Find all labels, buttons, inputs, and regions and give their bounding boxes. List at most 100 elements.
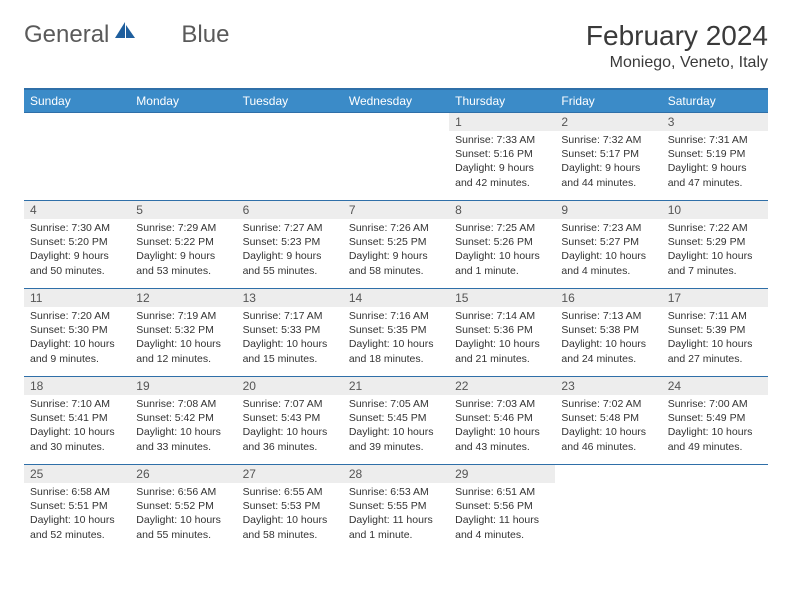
day-cell: 4Sunrise: 7:30 AMSunset: 5:20 PMDaylight… xyxy=(24,201,130,289)
day-details: Sunrise: 7:23 AMSunset: 5:27 PMDaylight:… xyxy=(555,219,661,282)
day-cell: 19Sunrise: 7:08 AMSunset: 5:42 PMDayligh… xyxy=(130,377,236,465)
day-cell: 21Sunrise: 7:05 AMSunset: 5:45 PMDayligh… xyxy=(343,377,449,465)
day-number: 6 xyxy=(237,201,343,219)
day-cell: 9Sunrise: 7:23 AMSunset: 5:27 PMDaylight… xyxy=(555,201,661,289)
day-number: 10 xyxy=(662,201,768,219)
day-number: 4 xyxy=(24,201,130,219)
week-row: 4Sunrise: 7:30 AMSunset: 5:20 PMDaylight… xyxy=(24,201,768,289)
day-details: Sunrise: 7:26 AMSunset: 5:25 PMDaylight:… xyxy=(343,219,449,282)
day-details: Sunrise: 6:58 AMSunset: 5:51 PMDaylight:… xyxy=(24,483,130,546)
day-details: Sunrise: 7:10 AMSunset: 5:41 PMDaylight:… xyxy=(24,395,130,458)
empty-cell xyxy=(343,113,449,201)
dow-header: Wednesday xyxy=(343,89,449,113)
day-cell: 16Sunrise: 7:13 AMSunset: 5:38 PMDayligh… xyxy=(555,289,661,377)
day-details: Sunrise: 7:29 AMSunset: 5:22 PMDaylight:… xyxy=(130,219,236,282)
day-number: 26 xyxy=(130,465,236,483)
day-cell: 10Sunrise: 7:22 AMSunset: 5:29 PMDayligh… xyxy=(662,201,768,289)
dow-header: Monday xyxy=(130,89,236,113)
day-number: 29 xyxy=(449,465,555,483)
day-details: Sunrise: 7:08 AMSunset: 5:42 PMDaylight:… xyxy=(130,395,236,458)
day-cell: 8Sunrise: 7:25 AMSunset: 5:26 PMDaylight… xyxy=(449,201,555,289)
day-cell: 7Sunrise: 7:26 AMSunset: 5:25 PMDaylight… xyxy=(343,201,449,289)
empty-cell xyxy=(662,465,768,553)
day-number: 5 xyxy=(130,201,236,219)
brand-logo: General Blue xyxy=(24,20,229,49)
month-title: February 2024 xyxy=(586,20,768,52)
day-number: 27 xyxy=(237,465,343,483)
day-number: 11 xyxy=(24,289,130,307)
brand-word-2: Blue xyxy=(181,21,229,49)
day-details: Sunrise: 7:30 AMSunset: 5:20 PMDaylight:… xyxy=(24,219,130,282)
dow-header: Thursday xyxy=(449,89,555,113)
day-number: 28 xyxy=(343,465,449,483)
day-number: 22 xyxy=(449,377,555,395)
day-details: Sunrise: 7:13 AMSunset: 5:38 PMDaylight:… xyxy=(555,307,661,370)
day-number: 24 xyxy=(662,377,768,395)
day-number: 21 xyxy=(343,377,449,395)
day-details: Sunrise: 6:56 AMSunset: 5:52 PMDaylight:… xyxy=(130,483,236,546)
week-row: 18Sunrise: 7:10 AMSunset: 5:41 PMDayligh… xyxy=(24,377,768,465)
day-cell: 22Sunrise: 7:03 AMSunset: 5:46 PMDayligh… xyxy=(449,377,555,465)
day-cell: 3Sunrise: 7:31 AMSunset: 5:19 PMDaylight… xyxy=(662,113,768,201)
day-details: Sunrise: 7:32 AMSunset: 5:17 PMDaylight:… xyxy=(555,131,661,194)
day-details: Sunrise: 7:14 AMSunset: 5:36 PMDaylight:… xyxy=(449,307,555,370)
day-details: Sunrise: 7:27 AMSunset: 5:23 PMDaylight:… xyxy=(237,219,343,282)
day-cell: 18Sunrise: 7:10 AMSunset: 5:41 PMDayligh… xyxy=(24,377,130,465)
empty-cell xyxy=(555,465,661,553)
day-number: 12 xyxy=(130,289,236,307)
day-number: 9 xyxy=(555,201,661,219)
day-cell: 2Sunrise: 7:32 AMSunset: 5:17 PMDaylight… xyxy=(555,113,661,201)
day-cell: 23Sunrise: 7:02 AMSunset: 5:48 PMDayligh… xyxy=(555,377,661,465)
page-header: General Blue February 2024 Moniego, Vene… xyxy=(24,20,768,72)
day-number: 23 xyxy=(555,377,661,395)
day-details: Sunrise: 7:00 AMSunset: 5:49 PMDaylight:… xyxy=(662,395,768,458)
day-number: 15 xyxy=(449,289,555,307)
day-number: 19 xyxy=(130,377,236,395)
day-cell: 29Sunrise: 6:51 AMSunset: 5:56 PMDayligh… xyxy=(449,465,555,553)
day-number: 13 xyxy=(237,289,343,307)
dow-header: Friday xyxy=(555,89,661,113)
day-number: 7 xyxy=(343,201,449,219)
day-details: Sunrise: 6:53 AMSunset: 5:55 PMDaylight:… xyxy=(343,483,449,546)
day-details: Sunrise: 7:22 AMSunset: 5:29 PMDaylight:… xyxy=(662,219,768,282)
empty-cell xyxy=(237,113,343,201)
title-block: February 2024 Moniego, Veneto, Italy xyxy=(586,20,768,72)
day-number: 16 xyxy=(555,289,661,307)
day-details: Sunrise: 7:33 AMSunset: 5:16 PMDaylight:… xyxy=(449,131,555,194)
day-details: Sunrise: 7:05 AMSunset: 5:45 PMDaylight:… xyxy=(343,395,449,458)
day-cell: 1Sunrise: 7:33 AMSunset: 5:16 PMDaylight… xyxy=(449,113,555,201)
day-cell: 27Sunrise: 6:55 AMSunset: 5:53 PMDayligh… xyxy=(237,465,343,553)
location-subtitle: Moniego, Veneto, Italy xyxy=(586,54,768,72)
day-cell: 15Sunrise: 7:14 AMSunset: 5:36 PMDayligh… xyxy=(449,289,555,377)
day-cell: 13Sunrise: 7:17 AMSunset: 5:33 PMDayligh… xyxy=(237,289,343,377)
dow-header: Saturday xyxy=(662,89,768,113)
day-cell: 26Sunrise: 6:56 AMSunset: 5:52 PMDayligh… xyxy=(130,465,236,553)
day-details: Sunrise: 7:07 AMSunset: 5:43 PMDaylight:… xyxy=(237,395,343,458)
day-details: Sunrise: 7:25 AMSunset: 5:26 PMDaylight:… xyxy=(449,219,555,282)
calendar-body: 1Sunrise: 7:33 AMSunset: 5:16 PMDaylight… xyxy=(24,113,768,553)
day-cell: 11Sunrise: 7:20 AMSunset: 5:30 PMDayligh… xyxy=(24,289,130,377)
day-number: 18 xyxy=(24,377,130,395)
day-details: Sunrise: 7:03 AMSunset: 5:46 PMDaylight:… xyxy=(449,395,555,458)
day-cell: 17Sunrise: 7:11 AMSunset: 5:39 PMDayligh… xyxy=(662,289,768,377)
day-cell: 14Sunrise: 7:16 AMSunset: 5:35 PMDayligh… xyxy=(343,289,449,377)
dow-header: Tuesday xyxy=(237,89,343,113)
day-details: Sunrise: 6:55 AMSunset: 5:53 PMDaylight:… xyxy=(237,483,343,546)
day-number: 2 xyxy=(555,113,661,131)
empty-cell xyxy=(24,113,130,201)
day-details: Sunrise: 7:31 AMSunset: 5:19 PMDaylight:… xyxy=(662,131,768,194)
week-row: 1Sunrise: 7:33 AMSunset: 5:16 PMDaylight… xyxy=(24,113,768,201)
dow-header: Sunday xyxy=(24,89,130,113)
week-row: 11Sunrise: 7:20 AMSunset: 5:30 PMDayligh… xyxy=(24,289,768,377)
day-number: 1 xyxy=(449,113,555,131)
calendar-table: SundayMondayTuesdayWednesdayThursdayFrid… xyxy=(24,88,768,553)
day-number: 25 xyxy=(24,465,130,483)
day-number: 3 xyxy=(662,113,768,131)
day-details: Sunrise: 7:20 AMSunset: 5:30 PMDaylight:… xyxy=(24,307,130,370)
day-cell: 12Sunrise: 7:19 AMSunset: 5:32 PMDayligh… xyxy=(130,289,236,377)
day-details: Sunrise: 7:02 AMSunset: 5:48 PMDaylight:… xyxy=(555,395,661,458)
day-number: 8 xyxy=(449,201,555,219)
brand-word-1: General xyxy=(24,21,109,49)
day-details: Sunrise: 6:51 AMSunset: 5:56 PMDaylight:… xyxy=(449,483,555,546)
day-number: 14 xyxy=(343,289,449,307)
